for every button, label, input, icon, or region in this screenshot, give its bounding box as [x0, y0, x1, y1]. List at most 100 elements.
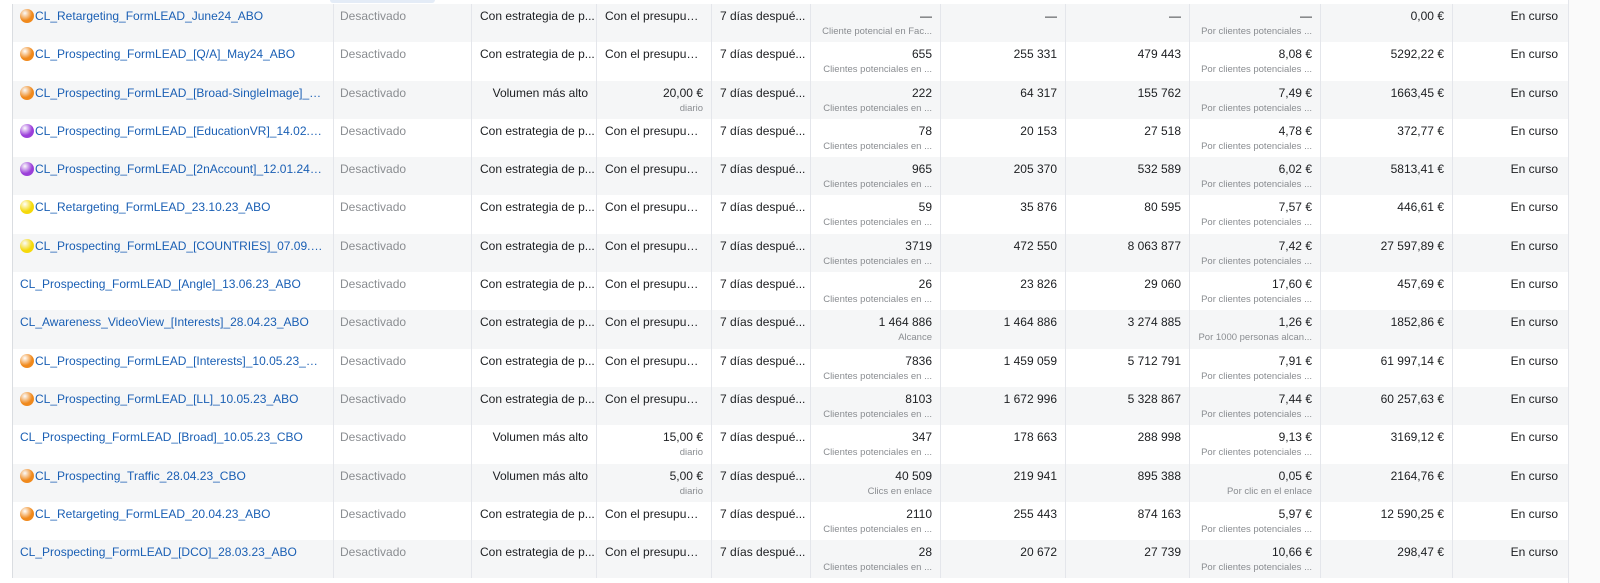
table-row[interactable]: CL_Prospecting_FormLEAD_[2nAccount]_12.0… [13, 157, 1577, 196]
end-date: En curso [1453, 348, 1569, 387]
table-row[interactable]: CL_Prospecting_FormLEAD_[Broad]_10.05.23… [13, 425, 1577, 464]
table-row[interactable]: CL_Prospecting_FormLEAD_[DCO]_28.03.23_A… [13, 540, 1577, 579]
table-row[interactable]: CL_Prospecting_FormLEAD_[LL]_10.05.23_AB… [13, 386, 1577, 426]
amount-spent: 61 997,14 € [1321, 348, 1453, 387]
amount-spent: 1663,45 € [1321, 80, 1453, 119]
campaign-name[interactable]: CL_Prospecting_FormLEAD_[Broad-SingleIma… [35, 85, 325, 100]
table-row[interactable]: CL_Prospecting_FormLEAD_[Angle]_13.06.23… [13, 272, 1577, 311]
budget: Con el presupuest... [605, 47, 703, 62]
impressions: 532 589 [1066, 157, 1190, 196]
campaign-name-link[interactable]: CL_Retargeting_FormLEAD_23.10.23_ABO [20, 200, 325, 215]
reach: 219 941 [941, 463, 1066, 502]
end-date: En curso [1453, 272, 1569, 311]
budget: Con el presupuest... [605, 162, 703, 177]
status-dot-icon [20, 85, 34, 100]
campaign-name[interactable]: CL_Prospecting_FormLEAD_[Broad]_10.05.23… [20, 430, 303, 445]
results-cell: 3719 Clientes potenciales en ... [811, 233, 941, 273]
budget-cell: 15,00 € diario [597, 425, 712, 464]
attribution-setting: 7 días despué... [712, 80, 811, 119]
cost-sub: Por clientes potenciales ... [1201, 562, 1312, 574]
campaign-name-link[interactable]: CL_Prospecting_FormLEAD_[COUNTRIES]_07.0… [20, 238, 325, 253]
campaign-name[interactable]: CL_Prospecting_FormLEAD_[DCO]_28.03.23_A… [20, 545, 297, 560]
table-row[interactable]: CL_Retargeting_FormLEAD_23.10.23_ABO Des… [13, 195, 1577, 234]
delivery-status: Desactivado [334, 386, 472, 426]
reach: 35 876 [941, 195, 1066, 234]
campaign-name[interactable]: CL_Retargeting_FormLEAD_23.10.23_ABO [35, 200, 271, 215]
campaign-name-link[interactable]: CL_Prospecting_FormLEAD_[Q/A]_May24_ABO [20, 47, 325, 62]
results-cell: 2110 Clientes potenciales en ... [811, 501, 941, 541]
campaign-name[interactable]: CL_Prospecting_FormLEAD_[Q/A]_May24_ABO [35, 47, 296, 62]
campaign-name-link[interactable]: CL_Retargeting_FormLEAD_20.04.23_ABO [20, 506, 325, 521]
table-row[interactable]: CL_Prospecting_FormLEAD_[Interests]_10.0… [13, 348, 1577, 387]
status-dot-icon [20, 9, 34, 23]
attribution-setting: 7 días despué... [712, 425, 811, 464]
attribution-setting: 7 días despué... [712, 118, 811, 158]
end-date: En curso [1453, 425, 1569, 464]
campaign-name-link[interactable]: CL_Awareness_VideoView_[Interests]_28.04… [20, 315, 325, 329]
cost-sub: Por clientes potenciales ... [1201, 26, 1312, 37]
table-row[interactable]: CL_Retargeting_FormLEAD_June24_ABO Desac… [13, 4, 1577, 43]
end-date: En curso [1453, 4, 1569, 43]
impressions: 27 518 [1066, 118, 1190, 158]
budget-cell: Con el presupuest... [597, 4, 712, 43]
cost-cell: 7,91 € Por clientes potenciales ... [1190, 348, 1321, 387]
results-sub: Clientes potenciales en ... [823, 523, 932, 535]
end-date: En curso [1453, 233, 1569, 273]
table-row[interactable]: CL_Prospecting_Traffic_28.04.23_CBO Desa… [13, 463, 1577, 502]
cost-per-result: 7,42 € [1278, 238, 1312, 253]
campaign-name[interactable]: CL_Prospecting_FormLEAD_[2nAccount]_12.0… [35, 162, 325, 177]
cost-cell: 7,44 € Por clientes potenciales ... [1190, 386, 1321, 426]
campaign-name-link[interactable]: CL_Prospecting_FormLEAD_[Interests]_10.0… [20, 353, 325, 368]
attribution-setting: 7 días despué... [712, 310, 811, 349]
campaign-name-link[interactable]: CL_Prospecting_Traffic_28.04.23_CBO [20, 468, 325, 483]
table-row[interactable]: CL_Prospecting_FormLEAD_[Q/A]_May24_ABO … [13, 42, 1577, 81]
table-row[interactable]: CL_Awareness_VideoView_[Interests]_28.04… [13, 310, 1577, 349]
campaign-name[interactable]: CL_Awareness_VideoView_[Interests]_28.04… [20, 315, 309, 330]
scrollbar-track[interactable] [1568, 0, 1600, 583]
campaign-name[interactable]: CL_Prospecting_FormLEAD_[Angle]_13.06.23… [20, 277, 301, 292]
campaign-name-link[interactable]: CL_Retargeting_FormLEAD_June24_ABO [20, 9, 325, 23]
campaign-name[interactable]: CL_Prospecting_Traffic_28.04.23_CBO [35, 468, 246, 483]
bid-strategy: Con estrategia de p... [472, 42, 597, 81]
campaign-name[interactable]: CL_Prospecting_FormLEAD_[EducationVR]_14… [35, 123, 325, 138]
impressions: 874 163 [1066, 501, 1190, 541]
campaign-name[interactable]: CL_Retargeting_FormLEAD_20.04.23_ABO [35, 506, 271, 521]
impressions: 479 443 [1066, 42, 1190, 81]
campaign-name-link[interactable]: CL_Prospecting_FormLEAD_[LL]_10.05.23_AB… [20, 391, 325, 406]
reach: 20 672 [941, 540, 1066, 579]
results-sub: Clics en enlace [867, 485, 932, 497]
results: 655 [911, 47, 932, 62]
campaign-name-link[interactable]: CL_Prospecting_FormLEAD_[DCO]_28.03.23_A… [20, 545, 325, 559]
cost-sub: Por clientes potenciales ... [1201, 370, 1312, 382]
attribution-setting: 7 días despué... [712, 272, 811, 311]
reach: 255 331 [941, 42, 1066, 81]
amount-spent: 27 597,89 € [1321, 233, 1453, 273]
campaign-name[interactable]: CL_Prospecting_FormLEAD_[Interests]_10.0… [35, 353, 325, 368]
campaign-name[interactable]: CL_Retargeting_FormLEAD_June24_ABO [35, 9, 264, 23]
campaign-name-link[interactable]: CL_Prospecting_FormLEAD_[Angle]_13.06.23… [20, 277, 325, 291]
campaign-name-link[interactable]: CL_Prospecting_FormLEAD_[2nAccount]_12.0… [20, 162, 325, 177]
end-date: En curso [1453, 157, 1569, 196]
attribution-setting: 7 días despué... [712, 540, 811, 579]
cost-cell: — Por clientes potenciales ... [1190, 4, 1321, 43]
table-row[interactable]: CL_Retargeting_FormLEAD_20.04.23_ABO Des… [13, 501, 1577, 541]
campaign-name-link[interactable]: CL_Prospecting_FormLEAD_[Broad]_10.05.23… [20, 430, 325, 444]
table-row[interactable]: CL_Prospecting_FormLEAD_[EducationVR]_14… [13, 118, 1577, 158]
campaign-name-link[interactable]: CL_Prospecting_FormLEAD_[Broad-SingleIma… [20, 85, 325, 100]
table-row[interactable]: CL_Prospecting_FormLEAD_[COUNTRIES]_07.0… [13, 233, 1577, 273]
table-row[interactable]: CL_Prospecting_FormLEAD_[Broad-SingleIma… [13, 80, 1577, 119]
amount-spent: 457,69 € [1321, 272, 1453, 311]
cost-sub: Por clientes potenciales ... [1201, 447, 1312, 459]
budget-cell: 20,00 € diario [597, 80, 712, 119]
results-sub: Clientes potenciales en ... [823, 294, 932, 306]
budget: Con el presupuest... [605, 545, 703, 560]
results-sub: Clientes potenciales en ... [823, 140, 932, 152]
cost-cell: 7,49 € Por clientes potenciales ... [1190, 80, 1321, 119]
budget: Con el presupuest... [605, 353, 703, 368]
results-sub: Clientes potenciales en ... [823, 447, 932, 459]
campaign-name-link[interactable]: CL_Prospecting_FormLEAD_[EducationVR]_14… [20, 123, 325, 138]
results-sub: Clientes potenciales en ... [823, 562, 932, 574]
campaign-name[interactable]: CL_Prospecting_FormLEAD_[LL]_10.05.23_AB… [35, 391, 299, 406]
bid-strategy: Volumen más alto [472, 425, 597, 464]
campaign-name[interactable]: CL_Prospecting_FormLEAD_[COUNTRIES]_07.0… [35, 238, 325, 253]
